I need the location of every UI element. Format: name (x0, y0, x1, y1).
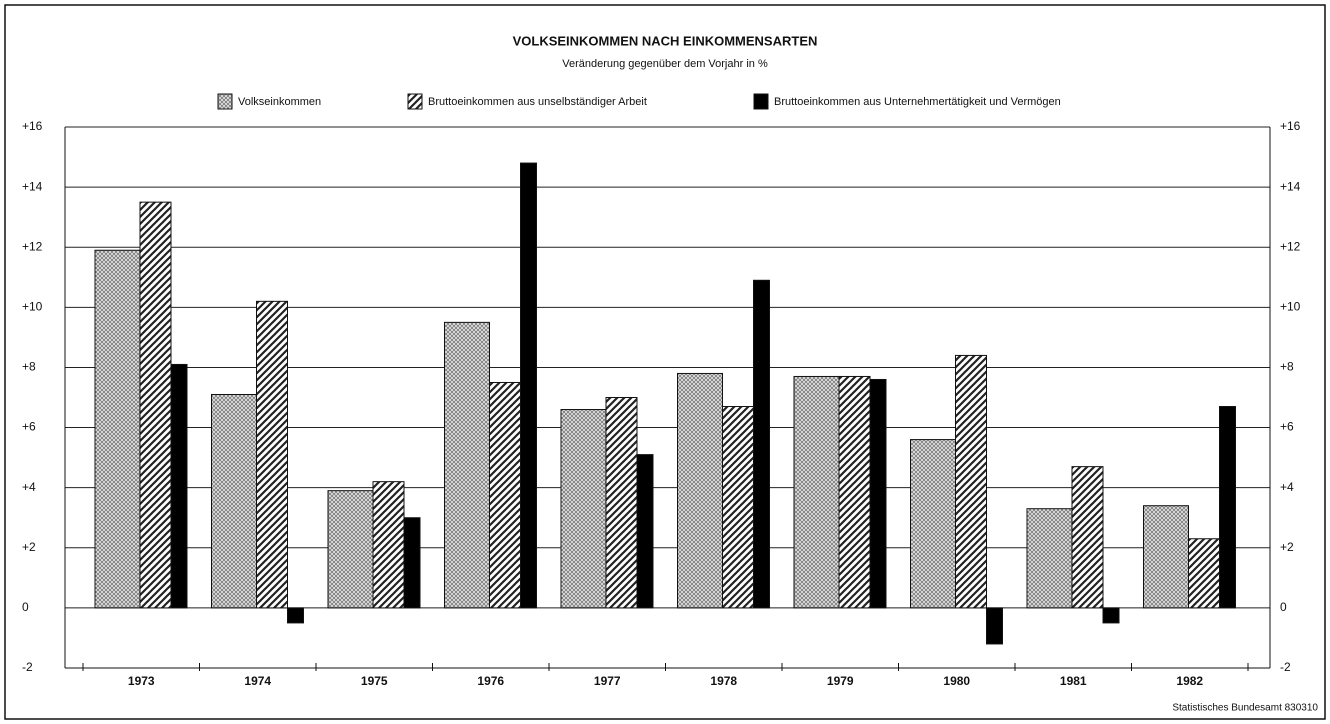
y2-tick-label: 0 (1280, 600, 1287, 614)
bar (636, 454, 654, 609)
x-tick-label: 1981 (1060, 674, 1087, 688)
y-tick-label: +2 (22, 540, 36, 554)
y-tick-label: +4 (22, 480, 36, 494)
y2-tick-label: +8 (1280, 360, 1294, 374)
y-tick-label: 0 (22, 600, 29, 614)
y-tick-label: +16 (22, 119, 43, 133)
bar (444, 321, 490, 609)
bar (955, 354, 987, 609)
x-tick-label: 1977 (594, 674, 621, 688)
y2-tick-label: -2 (1280, 660, 1291, 674)
y2-tick-label: +10 (1280, 300, 1301, 314)
bar (1219, 406, 1236, 609)
bar (1071, 466, 1104, 609)
bar (372, 481, 405, 609)
bar (94, 249, 141, 609)
bar (605, 397, 638, 609)
bar (1026, 508, 1073, 609)
bar (256, 300, 288, 609)
x-tick-label: 1975 (361, 674, 388, 688)
x-tick-label: 1980 (943, 674, 970, 688)
bar (211, 393, 257, 609)
x-tick-label: 1979 (827, 674, 854, 688)
bar (403, 517, 421, 609)
y-tick-label: +8 (22, 360, 36, 374)
legend-swatch (407, 93, 423, 110)
chart-title: VOLKSEINKOMMEN NACH EINKOMMENSARTEN (513, 33, 818, 48)
bar (287, 607, 304, 624)
bar (1143, 505, 1189, 609)
bar (793, 375, 840, 609)
y2-tick-label: +16 (1280, 119, 1301, 133)
y2-tick-label: +12 (1280, 239, 1301, 253)
bar (986, 607, 1003, 645)
bar (560, 409, 607, 609)
legend-label: Volkseinkommen (238, 96, 321, 108)
y2-tick-label: +6 (1280, 420, 1294, 434)
frame (4, 4, 1326, 720)
bar (1188, 538, 1220, 609)
x-tick-label: 1976 (477, 674, 504, 688)
bar (489, 381, 521, 609)
legend-swatch (217, 93, 233, 110)
y2-tick-label: +2 (1280, 540, 1294, 554)
bar (139, 201, 172, 609)
bar (327, 490, 374, 609)
x-tick-label: 1982 (1176, 674, 1203, 688)
bar (170, 363, 188, 609)
bar (1102, 607, 1120, 624)
y-tick-label: +6 (22, 420, 36, 434)
y-tick-label: +14 (22, 179, 43, 193)
bar (910, 439, 956, 609)
source: Statistisches Bundesamt 830310 (1172, 703, 1318, 714)
y2-tick-label: +4 (1280, 480, 1294, 494)
x-tick-label: 1978 (710, 674, 737, 688)
y-tick-label: +10 (22, 300, 43, 314)
y-tick-label: -2 (22, 660, 33, 674)
bar (722, 406, 754, 609)
bar (753, 279, 770, 609)
legend-label: Bruttoeinkommen aus Unternehmertätigkeit… (774, 96, 1061, 108)
x-tick-label: 1974 (244, 674, 271, 688)
bar (869, 378, 887, 609)
legend-swatch (753, 93, 769, 110)
y-tick-label: +12 (22, 239, 43, 253)
bar (520, 162, 537, 609)
chart-subtitle: Veränderung gegenüber dem Vorjahr in % (562, 58, 768, 70)
bar (677, 372, 723, 609)
y2-tick-label: +14 (1280, 179, 1301, 193)
legend-label: Bruttoeinkommen aus unselbständiger Arbe… (428, 96, 647, 108)
x-tick-label: 1973 (128, 674, 155, 688)
bar (838, 375, 871, 609)
